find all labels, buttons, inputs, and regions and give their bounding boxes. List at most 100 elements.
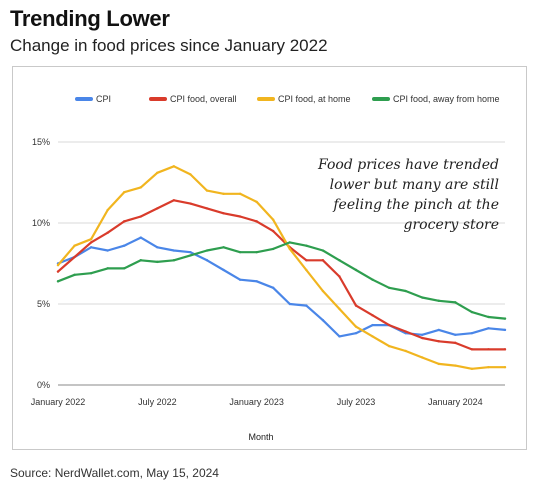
data-point [470, 310, 474, 314]
source-note: Source: NerdWallet.com, May 15, 2024 [10, 466, 219, 480]
data-point [454, 364, 457, 367]
data-point [454, 333, 457, 336]
data-point [238, 250, 242, 254]
chart-legend: CPI CPI food, overall CPI food, at home CPI… [75, 94, 500, 104]
data-point [73, 273, 76, 277]
data-point [354, 268, 358, 272]
data-point [354, 304, 358, 307]
series-lines [56, 165, 507, 370]
data-point [189, 173, 192, 176]
data-point [255, 250, 258, 254]
data-point [305, 304, 308, 307]
data-point [255, 220, 258, 223]
data-point [156, 260, 159, 264]
data-point [371, 335, 374, 338]
y-tick-label: 10% [32, 218, 50, 228]
data-point [454, 341, 457, 345]
data-point [238, 215, 242, 218]
data-point [205, 207, 209, 210]
data-point [371, 278, 374, 281]
data-point [156, 171, 159, 174]
data-point [503, 317, 507, 320]
series-line [56, 236, 507, 338]
data-point [321, 319, 325, 322]
data-point [487, 315, 490, 319]
data-point [387, 344, 391, 348]
data-point [139, 259, 142, 262]
data-point [106, 267, 109, 270]
data-point [338, 275, 341, 278]
data-point [503, 365, 507, 369]
legend-label: CPI food, away from home [393, 94, 500, 104]
data-point [73, 255, 76, 259]
data-point [437, 340, 440, 343]
data-point [222, 212, 225, 215]
data-point [255, 200, 258, 204]
data-point [421, 296, 424, 299]
data-point [189, 250, 192, 254]
grid-lines [58, 141, 505, 386]
data-point [272, 286, 275, 289]
data-point [487, 327, 490, 330]
data-point [56, 270, 60, 273]
data-point [205, 259, 209, 262]
line-chart: CPI CPI food, overall CPI food, at home CPI… [31, 94, 507, 442]
data-point [106, 231, 109, 234]
data-point [222, 192, 225, 196]
x-tick-label: July 2023 [337, 397, 376, 407]
data-point [172, 199, 176, 202]
data-point [487, 365, 490, 369]
data-point [222, 268, 225, 272]
data-point [172, 249, 176, 252]
data-point [503, 348, 507, 351]
series-line [56, 165, 507, 370]
data-point [404, 289, 407, 293]
y-tick-label: 15% [32, 137, 50, 147]
data-point [437, 362, 440, 366]
data-point [123, 267, 126, 270]
data-point [421, 333, 424, 336]
data-point [404, 330, 407, 333]
legend-label: CPI food, at home [278, 94, 351, 104]
x-axis-ticks: January 2022 July 2022 January 2023 July 20… [31, 397, 483, 407]
data-point [421, 336, 424, 340]
data-point [305, 244, 308, 247]
data-point [387, 286, 391, 289]
data-point [354, 331, 358, 335]
data-point [56, 263, 60, 267]
data-point [123, 244, 126, 247]
data-point [404, 349, 407, 353]
data-point [238, 278, 242, 281]
data-point [470, 331, 474, 335]
chart-title: Trending Lower [10, 6, 170, 31]
data-point [421, 356, 424, 359]
series-line [56, 199, 507, 351]
data-point [222, 246, 225, 249]
data-point [338, 259, 341, 262]
data-point [321, 249, 325, 252]
data-point [288, 302, 291, 306]
data-point [73, 244, 76, 247]
data-point [56, 280, 60, 283]
data-point [272, 218, 275, 221]
data-point [437, 299, 440, 302]
data-point [123, 220, 126, 223]
data-point [288, 247, 291, 251]
legend-label: CPI food, overall [170, 94, 237, 104]
data-point [354, 325, 358, 328]
data-point [205, 189, 209, 192]
data-point [205, 249, 209, 252]
x-axis-label: Month [248, 432, 273, 442]
data-point [189, 202, 192, 205]
data-point [272, 229, 275, 233]
data-point [470, 367, 474, 370]
data-point [189, 254, 192, 257]
annotation-line: feeling the pinch at the [332, 197, 499, 213]
data-point [454, 301, 457, 304]
series-line [56, 241, 507, 320]
x-tick-label: July 2022 [138, 397, 177, 407]
x-tick-label: January 2023 [229, 397, 284, 407]
data-point [503, 328, 507, 332]
annotation-line: grocery store [404, 217, 499, 233]
data-point [106, 208, 109, 212]
